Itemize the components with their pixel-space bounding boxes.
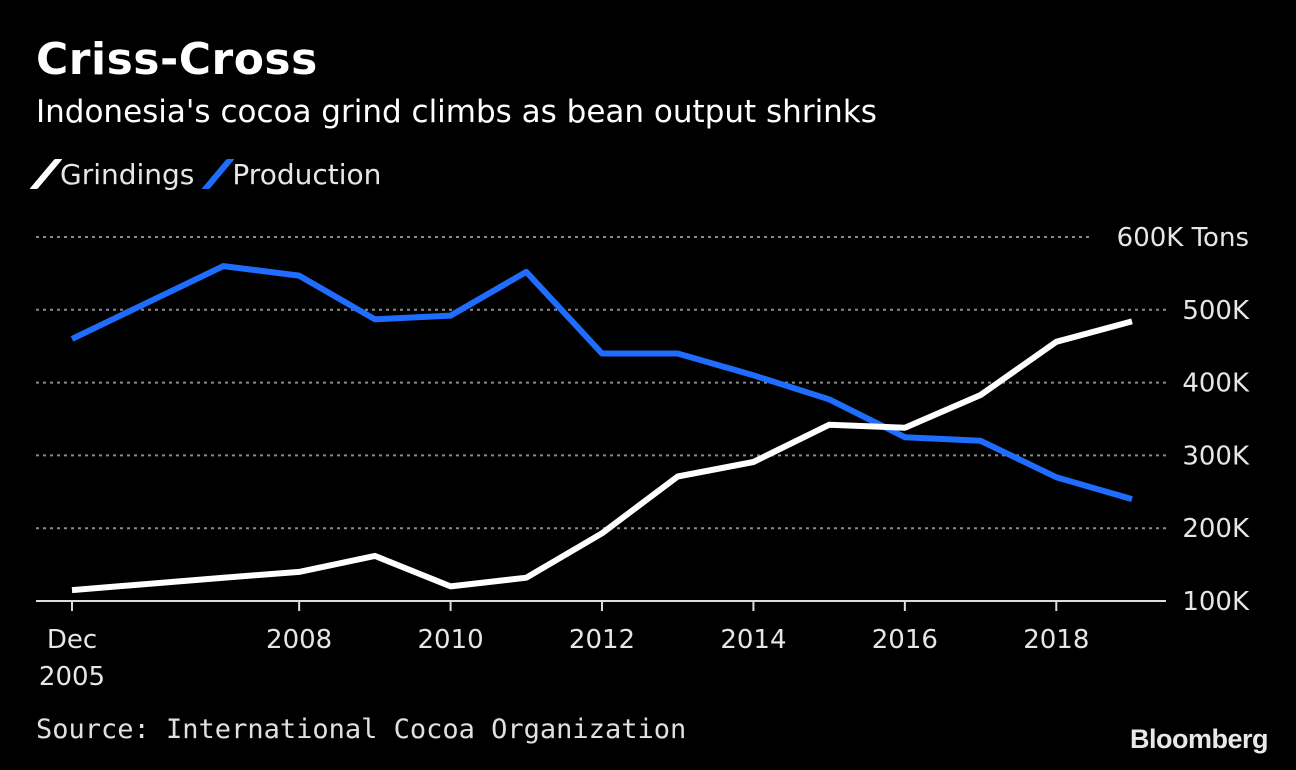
y-tick-label-4: 500K [1182,296,1250,326]
y-tick-label-5: 600K Tons [1117,223,1249,253]
legend-label-grindings: Grindings [60,157,195,191]
y-tick-label-0: 100K [1182,587,1250,617]
legend: Grindings Production [29,156,395,192]
legend-item-grindings: Grindings [29,157,195,191]
legend-item-production: Production [201,157,382,191]
chart-title: Criss-Cross [36,34,318,85]
y-tick-label-3: 400K [1182,369,1250,399]
x-tick-label-1: 2008 [266,625,332,655]
y-tick-label-1: 200K [1182,514,1250,544]
x-tick-label-2: 2010 [417,625,483,655]
series-line-production [70,263,1133,502]
x-tick-label-5: 2016 [872,625,938,655]
series-line-grindings [71,318,1133,594]
y-tick-label-2: 300K [1182,441,1250,471]
source-note: Source: International Cocoa Organization [36,714,687,745]
x-tick-label-6: 2018 [1023,625,1089,655]
x-tick-label-3: 2012 [569,625,635,655]
chart-subtitle: Indonesia's cocoa grind climbs as bean o… [36,94,877,130]
bloomberg-logo: Bloomberg [1129,724,1269,754]
x-tick-label-4: 2014 [720,625,786,655]
legend-label-production: Production [232,157,382,191]
x-tick-label-0: Dec 2005 [39,625,105,692]
